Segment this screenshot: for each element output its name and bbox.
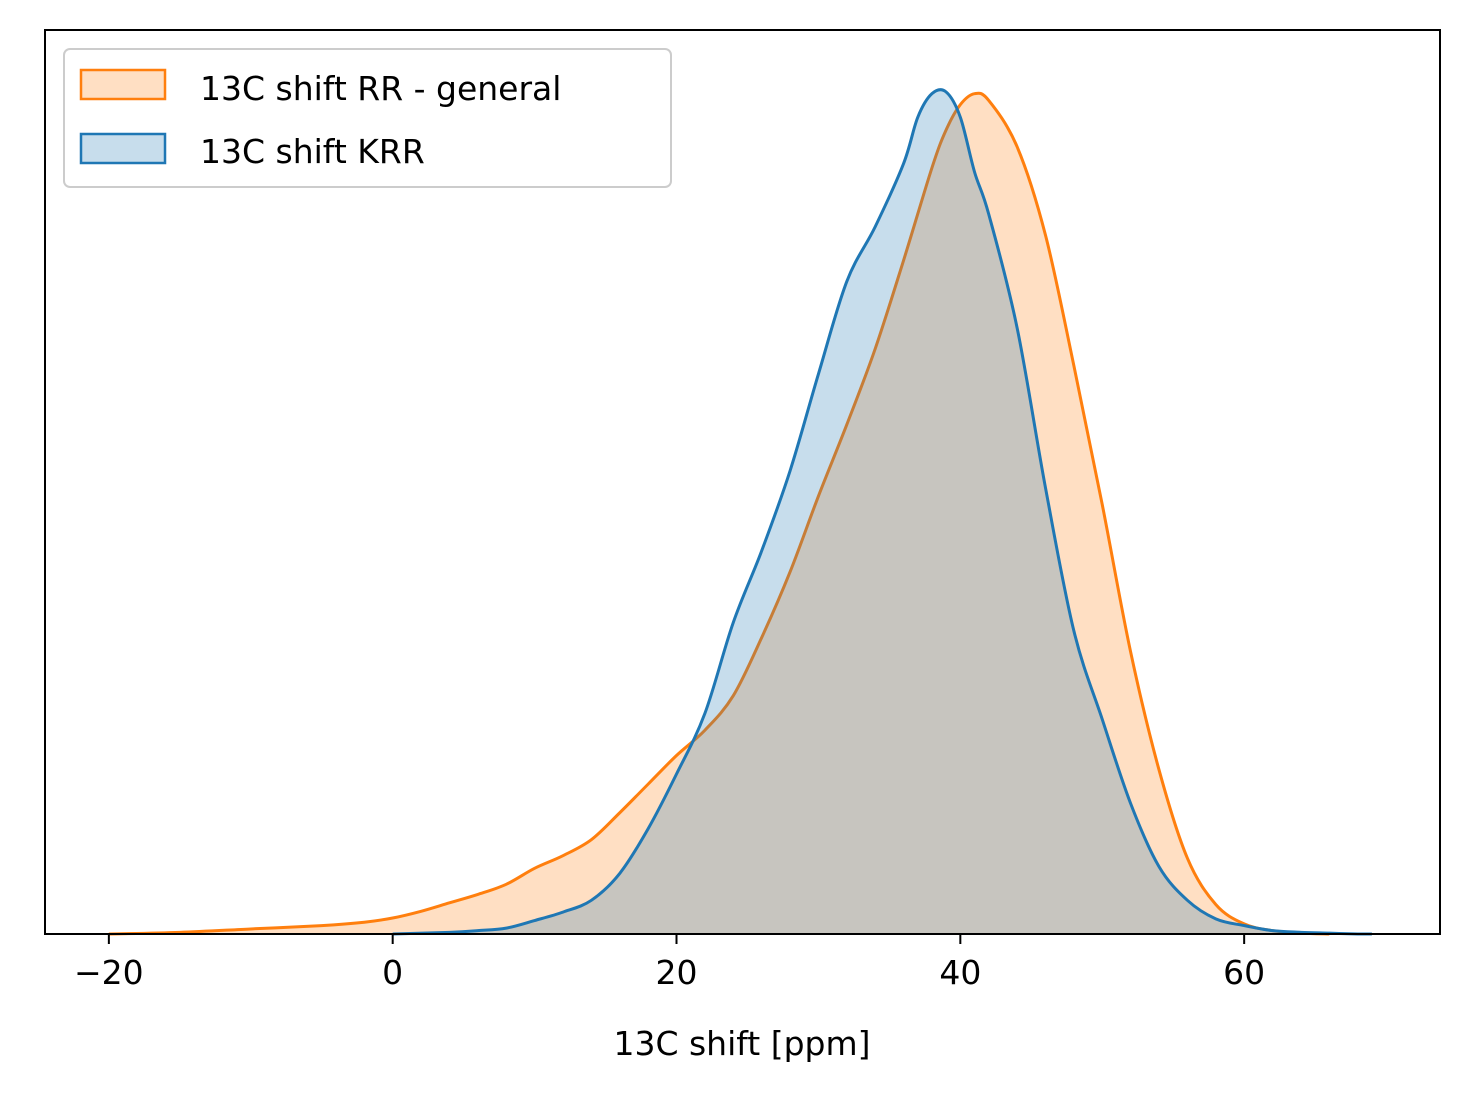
legend-swatch-rr-general [79, 68, 167, 101]
legend-label-rr-general: 13C shift RR - general [200, 69, 561, 108]
legend-box [63, 48, 672, 188]
x-tick-label: 60 [1223, 953, 1265, 992]
density-line-13c-shift-rr-general [108, 91, 1330, 936]
x-axis: −20 0 20 40 60 [74, 934, 1265, 992]
x-tick-label: −20 [74, 953, 144, 992]
plot-frame [44, 29, 1441, 935]
series-layer [108, 88, 1372, 936]
legend: 13C shift RR - general 13C shift KRR [63, 48, 672, 188]
x-tick-label: 0 [382, 953, 403, 992]
legend-label-krr: 13C shift KRR [200, 132, 425, 171]
area-fill-13c-shift-krr [392, 89, 1372, 935]
area-fill-13c-shift-rr-general [108, 93, 1330, 934]
legend-swatch-krr [79, 132, 167, 165]
x-tick-label: 20 [656, 953, 698, 992]
x-tick-label: 40 [939, 953, 981, 992]
density-line-13c-shift-krr [392, 88, 1372, 936]
x-axis-title: 13C shift [ppm] [613, 1024, 870, 1063]
